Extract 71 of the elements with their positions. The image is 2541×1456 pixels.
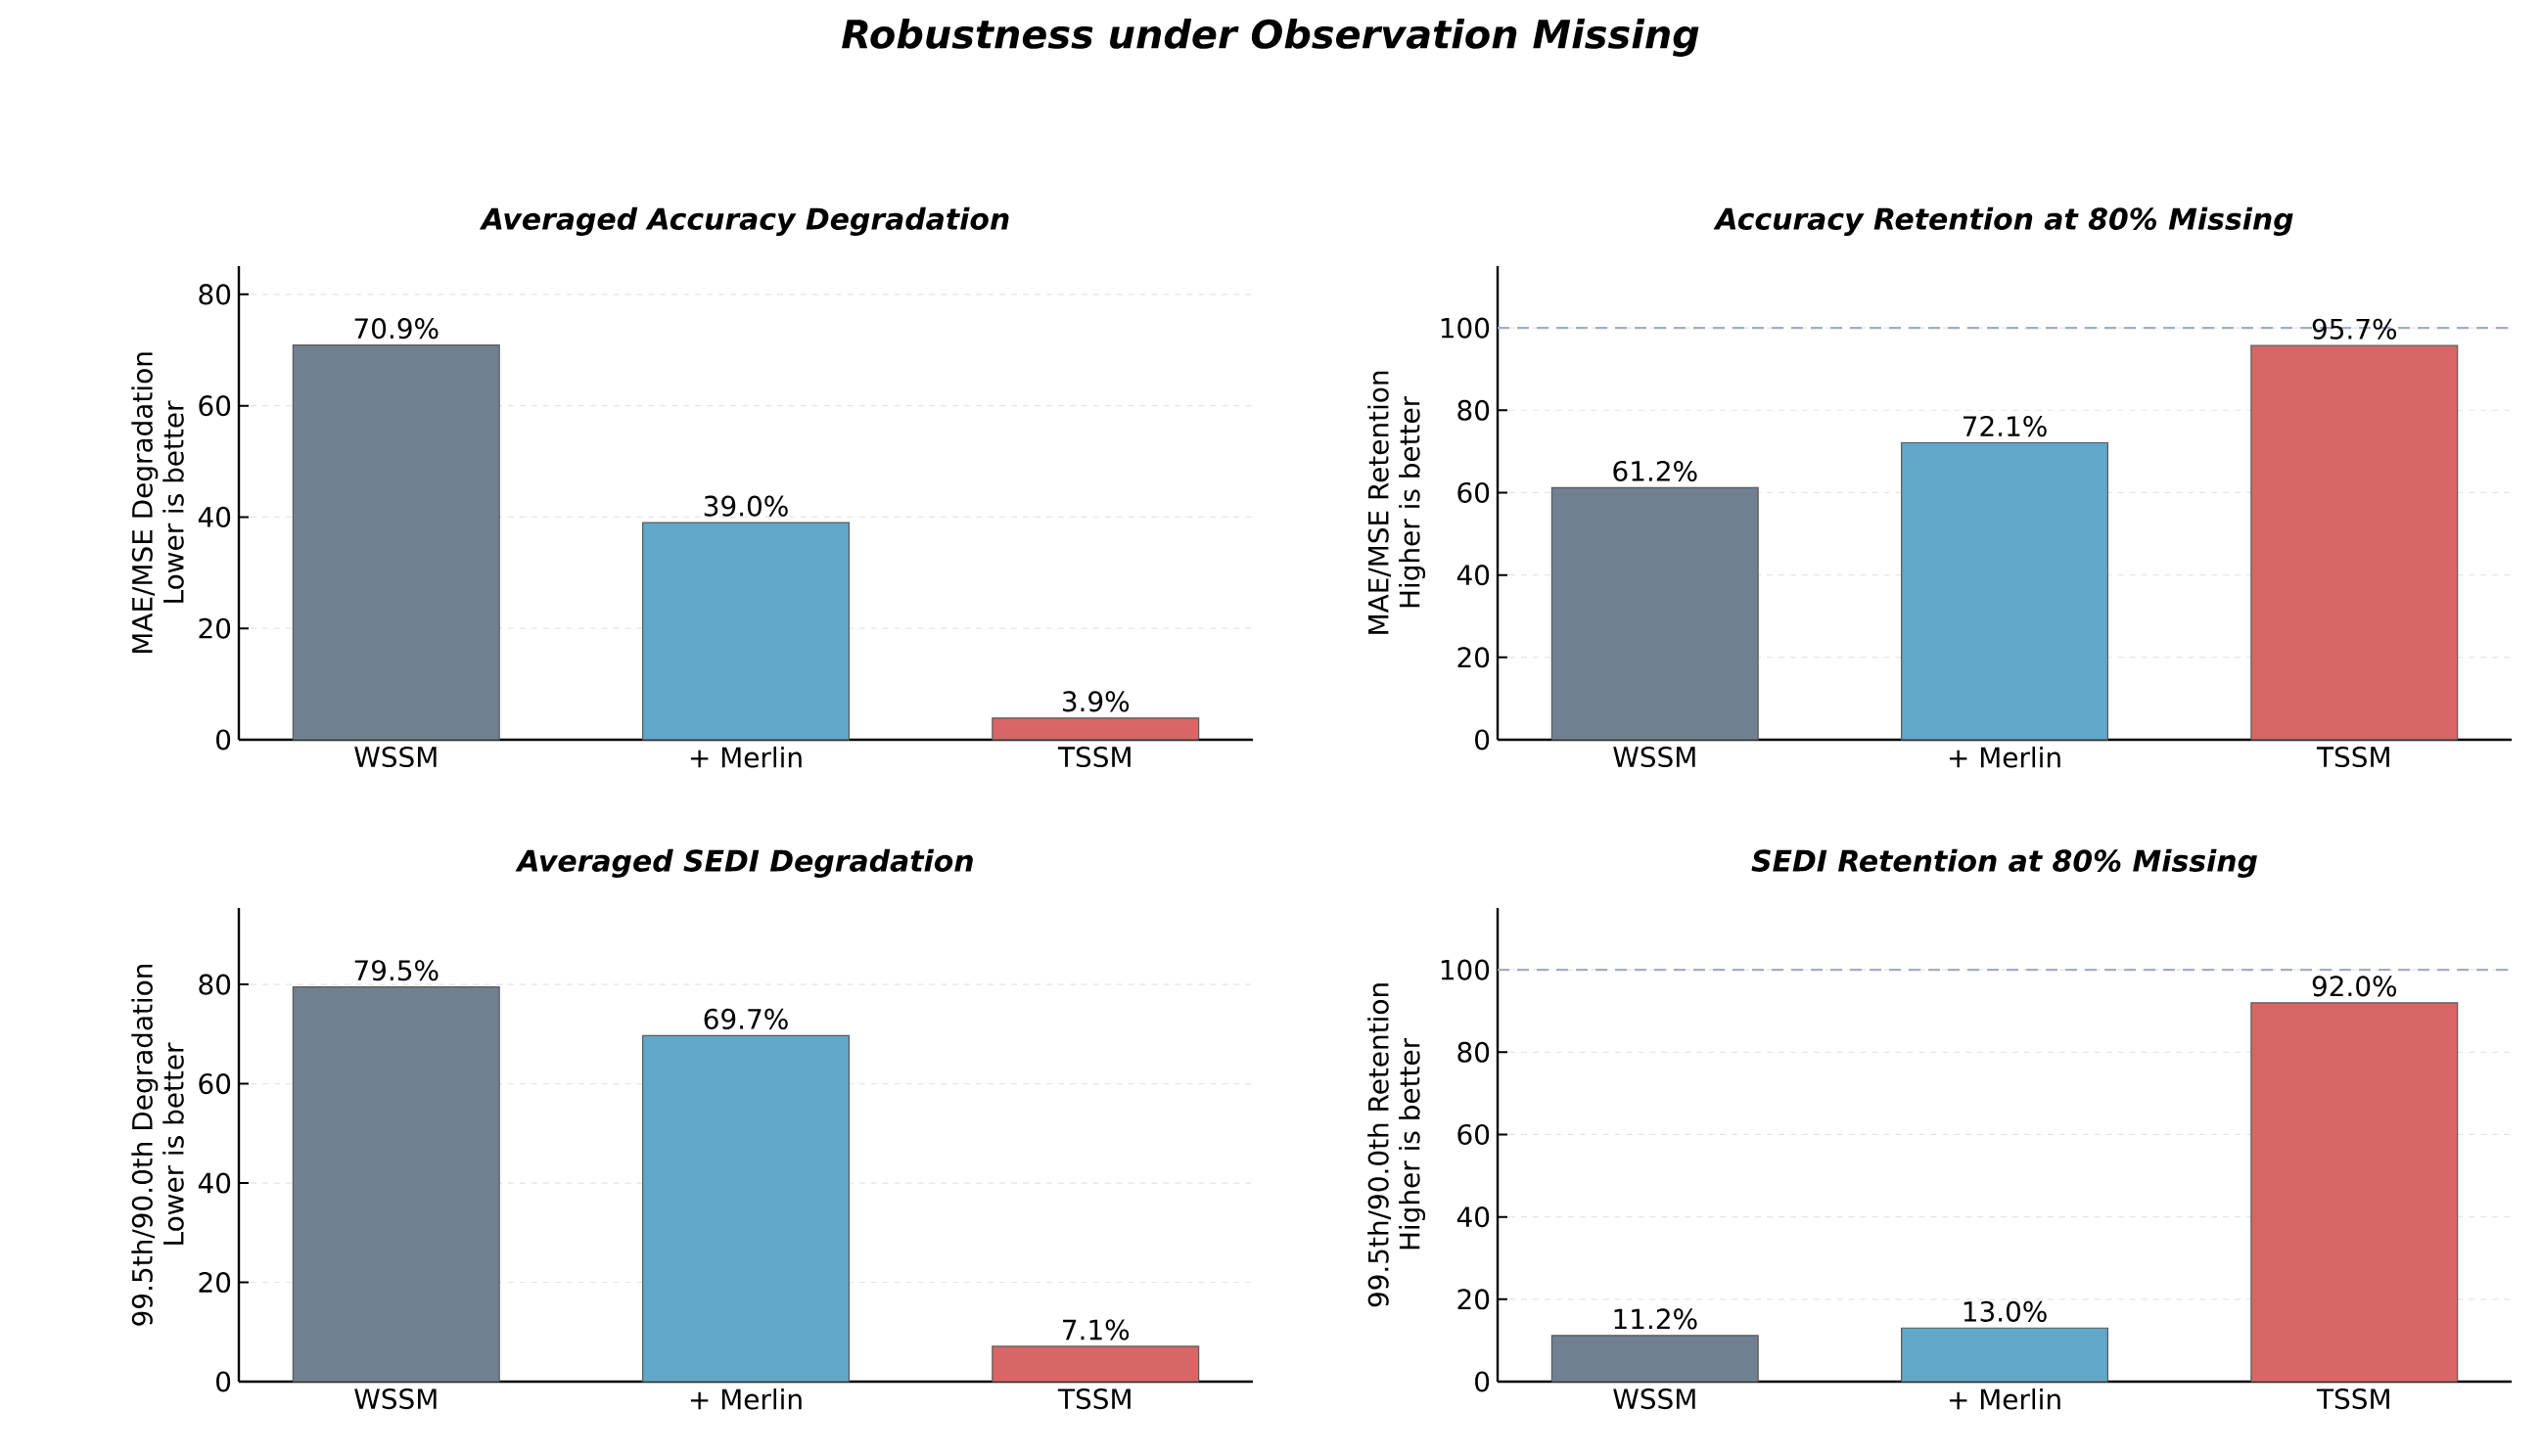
y-axis-title: MAE/MSE Degradation	[131, 352, 159, 654]
data-label: 13.0%	[1964, 1300, 2047, 1322]
y-tick-label: 40	[198, 1172, 231, 1194]
text: Higher is better	[1399, 1037, 1426, 1250]
chart-title: Averaged SEDI Degradation	[515, 848, 973, 878]
y-tick-label: 80	[1457, 1041, 1490, 1063]
data-label: 11.2%	[1614, 1308, 1697, 1330]
bar	[2250, 1002, 2459, 1383]
x-tick-label: WSSM	[1613, 1388, 1695, 1410]
y-tick-label: 0	[216, 729, 231, 751]
bar	[992, 717, 1200, 741]
data-label: 92.0%	[2312, 976, 2397, 997]
data-label: 61.2%	[1613, 460, 1697, 482]
data-label: 7.1%	[1063, 1319, 1130, 1341]
bar	[292, 344, 500, 741]
y-tick-label: 60	[199, 395, 231, 417]
x-tick-label: WSSM	[354, 1388, 437, 1410]
y-tick-label: 20	[199, 1271, 231, 1294]
y-tick-label: 40	[1456, 1206, 1490, 1228]
text: Lower is better	[162, 1042, 184, 1245]
y-tick-label: 80	[199, 284, 231, 305]
data-label: 39.0%	[704, 495, 788, 517]
x-tick-label: TSSM	[2316, 747, 2389, 768]
x-tick-label: TSSM	[1057, 1388, 1131, 1410]
y-tick-label: 0	[1475, 1371, 1490, 1392]
x-tick-label: + Merlin	[690, 1388, 802, 1410]
text: Higher is better	[1399, 395, 1426, 608]
chart-title: Averaged Accuracy Degradation	[479, 206, 1009, 236]
data-label: 95.7%	[2312, 318, 2397, 340]
y-tick-label: 60	[199, 1073, 231, 1095]
x-tick-label: + Merlin	[1949, 1388, 2060, 1410]
y-axis-title: 99.5th/90.0th Retention	[1367, 983, 1391, 1307]
y-tick-label: 20	[1457, 1289, 1490, 1310]
y-tick-label: 100	[1441, 317, 1490, 339]
y-tick-label: 80	[1457, 399, 1490, 421]
x-tick-label: + Merlin	[1949, 747, 2060, 768]
chart-title: SEDI Retention at 80% Missing	[1751, 848, 2257, 878]
y-tick-label: 60	[1457, 481, 1490, 504]
y-axis-title: MAE/MSE Retention	[1367, 371, 1391, 634]
y-tick-label: 60	[1457, 1123, 1490, 1146]
bar	[642, 1034, 850, 1383]
data-label: 70.9%	[354, 318, 439, 340]
data-label: 69.7%	[704, 1008, 788, 1029]
y-axis-title: 99.5th/90.0th Degradation	[131, 964, 159, 1326]
data-label: 79.5%	[354, 960, 439, 981]
data-label: 72.1%	[1964, 416, 2047, 437]
y-tick-label: 0	[1475, 729, 1490, 751]
y-tick-label: 40	[198, 506, 231, 527]
y-tick-label: 80	[199, 974, 231, 995]
text: Robustness under Observation Missing	[842, 19, 1699, 57]
bar	[992, 1345, 1200, 1383]
x-tick-label: WSSM	[1613, 747, 1695, 768]
y-tick-label: 20	[199, 617, 231, 639]
y-tick-label: 40	[1456, 565, 1490, 586]
bar	[1901, 1327, 2109, 1383]
bar	[642, 522, 850, 741]
x-tick-label: TSSM	[2316, 1388, 2389, 1410]
bar	[1901, 441, 2109, 741]
text: Lower is better	[162, 400, 184, 603]
x-tick-label: WSSM	[354, 747, 437, 768]
bar	[2250, 344, 2459, 741]
x-tick-label: TSSM	[1057, 747, 1131, 768]
chart-title: Accuracy Retention at 80% Missing	[1713, 206, 2293, 236]
y-tick-label: 0	[216, 1371, 231, 1392]
bar	[1550, 1335, 1759, 1383]
y-tick-label: 20	[1457, 647, 1490, 668]
data-label: 3.9%	[1062, 691, 1130, 712]
x-tick-label: + Merlin	[690, 747, 802, 768]
y-tick-label: 100	[1441, 959, 1490, 980]
bar	[292, 986, 500, 1383]
bar	[1550, 486, 1759, 741]
